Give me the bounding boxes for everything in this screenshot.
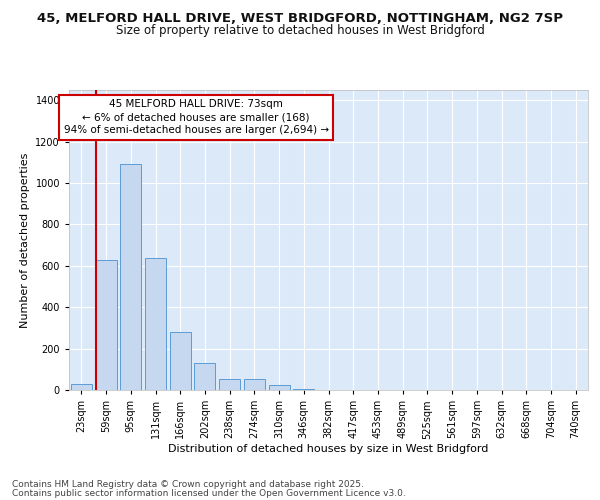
Y-axis label: Number of detached properties: Number of detached properties (20, 152, 30, 328)
Bar (269, 385, 290, 390)
Bar (170, 332, 191, 390)
Bar (145, 258, 166, 390)
Text: 45, MELFORD HALL DRIVE, WEST BRIDGFORD, NOTTINGHAM, NG2 7SP: 45, MELFORD HALL DRIVE, WEST BRIDGFORD, … (37, 12, 563, 26)
Bar (71, 384, 92, 390)
Text: Contains public sector information licensed under the Open Government Licence v3: Contains public sector information licen… (12, 489, 406, 498)
Bar (194, 363, 215, 390)
Bar (120, 164, 141, 390)
Bar (244, 378, 265, 390)
Text: Contains HM Land Registry data © Crown copyright and database right 2025.: Contains HM Land Registry data © Crown c… (12, 480, 364, 489)
Text: Size of property relative to detached houses in West Bridgford: Size of property relative to detached ho… (116, 24, 484, 37)
Bar (293, 389, 314, 390)
Text: 45 MELFORD HALL DRIVE: 73sqm
← 6% of detached houses are smaller (168)
94% of se: 45 MELFORD HALL DRIVE: 73sqm ← 6% of det… (64, 99, 329, 136)
X-axis label: Distribution of detached houses by size in West Bridgford: Distribution of detached houses by size … (169, 444, 488, 454)
Bar (219, 378, 240, 390)
Bar (95, 260, 116, 390)
